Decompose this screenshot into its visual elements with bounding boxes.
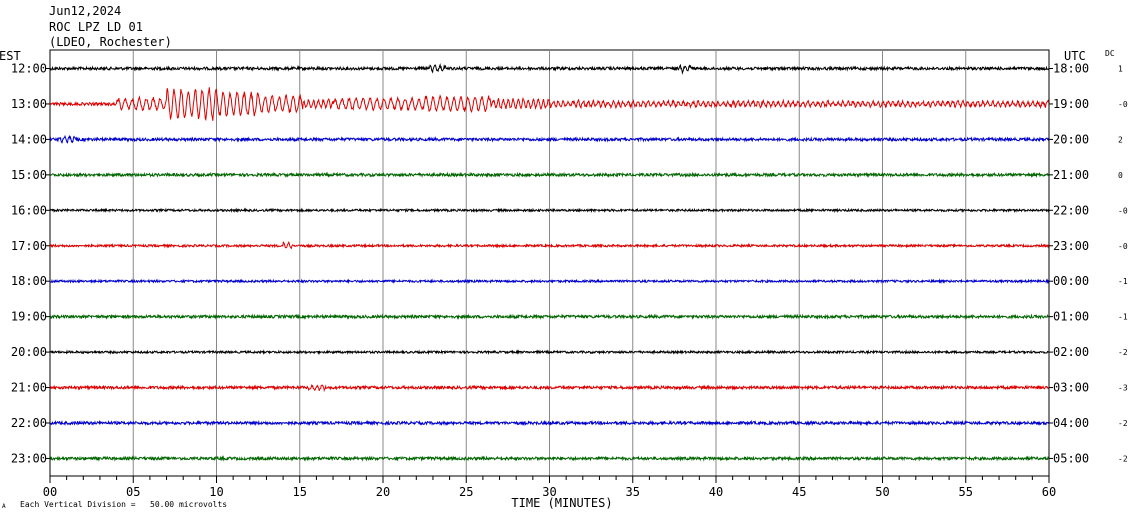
dc-offset-value: -0 <box>1118 242 1128 251</box>
dc-offset-value: -1 <box>1118 313 1128 322</box>
trace-line <box>49 419 1049 427</box>
right-hour-label: 18:00 <box>1053 62 1089 76</box>
trace-line <box>49 134 1049 144</box>
header-network: (LDEO, Rochester) <box>49 35 172 49</box>
right-hour-label: 00:00 <box>1053 274 1089 288</box>
right-hour-label: 03:00 <box>1053 381 1089 395</box>
left-hour-label: 21:00 <box>11 381 47 395</box>
dc-offset-value: 1 <box>1118 65 1123 74</box>
trace-line <box>49 384 1049 393</box>
left-zone-label: EST <box>0 49 21 63</box>
right-hour-label: 01:00 <box>1053 310 1089 324</box>
x-axis-title: TIME (MINUTES) <box>511 496 612 510</box>
x-tick-label: 10 <box>209 485 223 499</box>
dc-offset-value: -2 <box>1118 454 1128 463</box>
x-tick-label: 55 <box>959 485 973 499</box>
right-hour-label: 19:00 <box>1053 97 1089 111</box>
left-hour-label: 18:00 <box>11 274 47 288</box>
x-tick-label: 35 <box>626 485 640 499</box>
right-hour-label: 20:00 <box>1053 132 1089 146</box>
trace-line <box>49 62 1049 75</box>
right-hour-label: 21:00 <box>1053 168 1089 182</box>
left-hour-label: 17:00 <box>11 239 47 253</box>
right-hour-label: 05:00 <box>1053 451 1089 465</box>
x-tick-label: 45 <box>792 485 806 499</box>
x-tick-label: 40 <box>709 485 723 499</box>
dc-column-title: DC <box>1105 49 1115 58</box>
left-hour-label: 13:00 <box>11 97 47 111</box>
right-hour-label: 22:00 <box>1053 203 1089 217</box>
trace-line <box>49 278 1049 285</box>
dc-offset-value: -2 <box>1118 348 1128 357</box>
dc-offset-value: -3 <box>1118 384 1128 393</box>
trace-line <box>49 313 1049 320</box>
dc-offset-value: 2 <box>1118 135 1123 144</box>
scale-note: Each Vertical Division = 50.00 microvolt… <box>20 500 228 509</box>
right-hour-label: 02:00 <box>1053 345 1089 359</box>
trace-line <box>49 240 1049 250</box>
left-hour-label: 15:00 <box>11 168 47 182</box>
left-hour-label: 19:00 <box>11 310 47 324</box>
corner-mark: A <box>2 503 6 510</box>
x-tick-label: 05 <box>126 485 140 499</box>
right-hour-label: 04:00 <box>1053 416 1089 430</box>
right-zone-label: UTC <box>1064 49 1086 63</box>
x-tick-label: 50 <box>875 485 889 499</box>
left-hour-label: 22:00 <box>11 416 47 430</box>
right-hour-label: 23:00 <box>1053 239 1089 253</box>
x-tick-label: 60 <box>1042 485 1056 499</box>
dc-offset-value: -0 <box>1118 100 1128 109</box>
x-axis: 00 05 10 15 20 25 30 35 40 45 50 55 60 <box>43 475 1056 499</box>
x-tick-label: 15 <box>293 485 307 499</box>
dc-offset-value: -1 <box>1118 277 1128 286</box>
header-station: ROC LPZ LD 01 <box>49 20 143 34</box>
trace-line <box>49 171 1049 179</box>
left-hour-label: 20:00 <box>11 345 47 359</box>
dc-offset-value: -0 <box>1118 206 1128 215</box>
dc-offset-value: -2 <box>1118 419 1128 428</box>
trace-line <box>49 455 1049 462</box>
left-hour-label: 23:00 <box>11 451 47 465</box>
x-tick-label: 30 <box>542 485 556 499</box>
left-hour-label: 12:00 <box>11 62 47 76</box>
x-tick-label: 00 <box>43 485 57 499</box>
trace-line <box>49 87 1049 122</box>
trace-line <box>49 349 1049 356</box>
chart-row-labels: 12:00 18:00 1 13:00 19:00 -0 14:00 20:00 2 15:00 2… <box>11 62 1128 466</box>
left-hour-label: 16:00 <box>11 203 47 217</box>
header-date: Jun12,2024 <box>49 4 122 18</box>
left-hour-label: 14:00 <box>11 132 47 146</box>
dc-offset-value: 0 <box>1118 171 1123 180</box>
x-tick-label: 20 <box>376 485 390 499</box>
chart-traces <box>49 62 1049 462</box>
x-tick-label: 25 <box>459 485 473 499</box>
trace-line <box>49 207 1049 214</box>
